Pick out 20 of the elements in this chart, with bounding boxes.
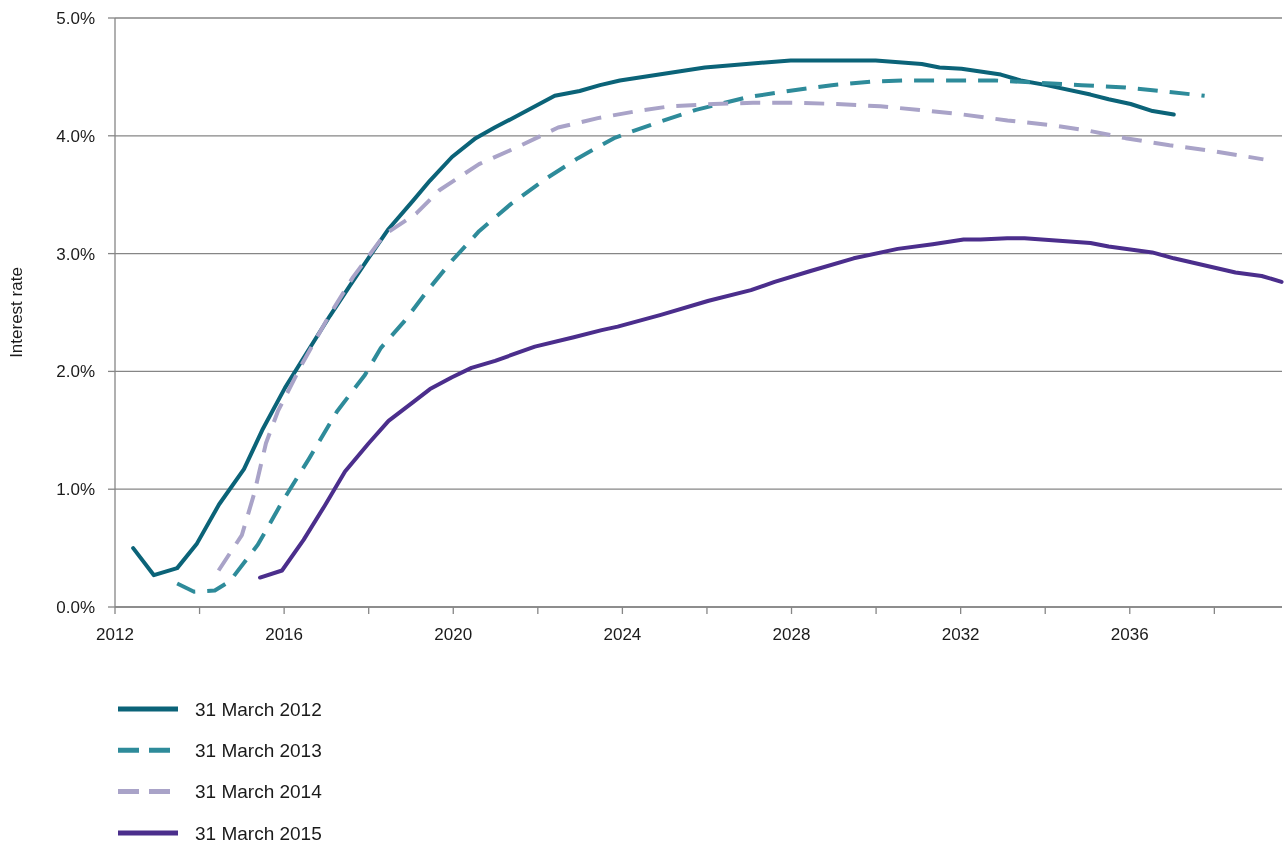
legend-label: 31 March 2013 xyxy=(195,739,322,761)
y-tick-label: 1.0% xyxy=(56,480,95,500)
legend-label: 31 March 2012 xyxy=(195,698,322,720)
y-tick-label: 3.0% xyxy=(56,244,95,264)
x-tick-label: 2016 xyxy=(265,625,304,644)
y-axis-title: Interest rate xyxy=(7,267,26,358)
legend-label: 31 March 2014 xyxy=(195,781,323,803)
line-series xyxy=(216,100,1266,573)
y-tick-label: 4.0% xyxy=(56,126,95,146)
y-tick-label: 5.0% xyxy=(56,8,95,28)
x-tick-label: 2028 xyxy=(772,625,811,644)
x-tick-label: 2012 xyxy=(96,625,134,644)
x-tick-label: 2024 xyxy=(603,625,642,644)
x-tick-label: 2036 xyxy=(1110,625,1149,644)
y-tick-label: 0.0% xyxy=(56,597,95,617)
line-series xyxy=(258,236,1284,580)
x-tick-label: 2032 xyxy=(941,625,980,644)
x-tick-label: 2020 xyxy=(434,625,473,644)
y-tick-label: 2.0% xyxy=(56,362,95,382)
legend-label: 31 March 2015 xyxy=(195,822,322,844)
